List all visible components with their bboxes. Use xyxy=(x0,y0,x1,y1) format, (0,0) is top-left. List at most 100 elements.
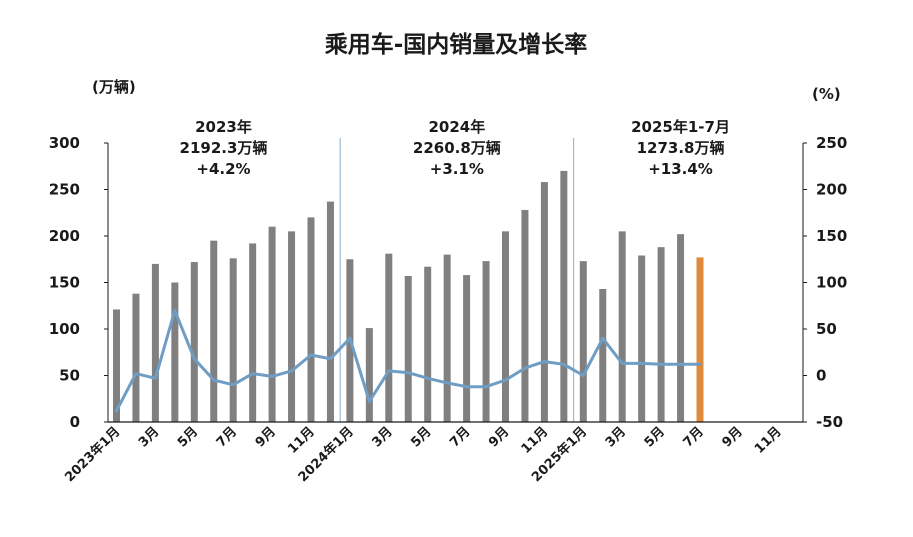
sales-bar-30 xyxy=(696,257,704,422)
sales-bar-23 xyxy=(560,170,568,422)
right-axis-unit: (%) xyxy=(812,85,841,103)
x-tick-label-34: 11月 xyxy=(752,424,785,457)
x-tick-label-10: 11月 xyxy=(285,424,318,457)
sales-bar-13 xyxy=(365,328,373,422)
growth-point-0 xyxy=(115,409,118,413)
growth-point-7 xyxy=(251,372,255,376)
sales-bar-17 xyxy=(443,254,451,422)
growth-point-4 xyxy=(192,357,196,361)
growth-point-1 xyxy=(134,372,138,376)
sales-bar-2 xyxy=(151,263,159,422)
growth-point-3 xyxy=(173,308,177,312)
growth-point-27 xyxy=(640,361,644,365)
sales-bar-6 xyxy=(229,258,237,422)
sales-bar-15 xyxy=(404,275,412,422)
growth-point-24 xyxy=(581,374,585,377)
growth-point-30 xyxy=(698,362,702,366)
x-tick-label-20: 9月 xyxy=(486,424,512,450)
growth-point-20 xyxy=(504,378,507,382)
sales-bar-28 xyxy=(657,247,665,422)
sales-bar-8 xyxy=(268,226,276,422)
chart-title: 乘用车-国内销量及增长率 xyxy=(324,31,588,58)
growth-point-11 xyxy=(328,357,332,361)
growth-point-18 xyxy=(465,385,469,389)
right-tick-label-6: 250 xyxy=(816,134,847,152)
x-tick-label-6: 7月 xyxy=(214,424,240,450)
right-tick-label-2: 50 xyxy=(816,320,837,338)
x-tick-label-32: 9月 xyxy=(720,424,746,450)
sales-bar-20 xyxy=(502,231,509,422)
sales-bar-19 xyxy=(482,261,490,422)
growth-point-13 xyxy=(367,400,371,404)
sales-bar-21 xyxy=(521,209,529,422)
growth-point-28 xyxy=(659,362,663,366)
period-annotation-1-line-1: 2023年 xyxy=(195,118,252,136)
period-annotation-3-line-1: 2025年1-7月 xyxy=(631,118,730,136)
left-tick-label-4: 200 xyxy=(49,227,80,245)
sales-bar-14 xyxy=(385,253,393,422)
x-tick-label-8: 9月 xyxy=(253,424,279,450)
right-tick-label-0: -50 xyxy=(816,413,843,431)
x-tick-label-14: 3月 xyxy=(369,424,395,450)
growth-point-29 xyxy=(679,362,683,366)
growth-point-5 xyxy=(212,378,216,382)
growth-point-16 xyxy=(426,376,430,380)
left-tick-label-3: 150 xyxy=(49,274,80,292)
period-annotation-2-line-2: 2260.8万辆 xyxy=(413,139,501,157)
sales-bar-11 xyxy=(326,201,334,422)
period-annotation-2-line-3: +3.1% xyxy=(430,160,484,178)
sales-bar-22 xyxy=(540,182,548,422)
growth-point-2 xyxy=(153,376,157,380)
sales-bar-5 xyxy=(210,240,218,422)
growth-point-19 xyxy=(484,385,488,389)
sales-bar-3 xyxy=(171,282,179,422)
left-tick-label-0: 0 xyxy=(70,413,80,431)
x-tick-label-4: 5月 xyxy=(175,424,201,450)
growth-point-25 xyxy=(601,336,605,340)
sales-bar-18 xyxy=(463,275,471,422)
growth-point-21 xyxy=(523,366,527,370)
sales-bar-26 xyxy=(618,231,626,422)
growth-point-14 xyxy=(387,369,391,373)
growth-point-23 xyxy=(562,362,566,366)
sales-bar-0 xyxy=(113,309,120,422)
x-tick-label-2: 3月 xyxy=(136,424,162,450)
sales-bar-16 xyxy=(424,266,432,422)
right-tick-label-4: 150 xyxy=(816,227,847,245)
x-tick-label-30: 7月 xyxy=(681,424,707,450)
sales-bar-25 xyxy=(599,289,607,422)
x-tick-label-28: 5月 xyxy=(642,424,668,450)
right-tick-label-1: 0 xyxy=(816,367,826,385)
sales-bar-24 xyxy=(579,261,587,422)
growth-point-22 xyxy=(542,360,546,364)
sales-bar-9 xyxy=(288,231,296,422)
sales-bar-7 xyxy=(249,243,257,422)
left-tick-label-2: 100 xyxy=(49,320,80,338)
period-annotation-1-line-2: 2192.3万辆 xyxy=(180,139,268,157)
growth-point-15 xyxy=(406,371,410,375)
growth-point-26 xyxy=(620,361,624,365)
period-annotation-1-line-3: +4.2% xyxy=(196,160,250,178)
x-tick-label-18: 7月 xyxy=(447,424,473,450)
growth-point-6 xyxy=(231,383,235,387)
left-tick-label-5: 250 xyxy=(49,181,80,199)
right-tick-label-3: 100 xyxy=(816,274,847,292)
sales-bar-1 xyxy=(132,293,140,422)
period-annotation-2-line-1: 2024年 xyxy=(429,118,486,136)
x-tick-label-22: 11月 xyxy=(519,424,552,457)
period-annotation-3-line-2: 1273.8万辆 xyxy=(637,139,725,157)
x-tick-label-26: 3月 xyxy=(603,424,629,450)
sales-bar-27 xyxy=(638,255,646,422)
right-tick-label-5: 200 xyxy=(816,181,847,199)
growth-point-9 xyxy=(290,369,294,373)
left-tick-label-1: 50 xyxy=(59,367,80,385)
growth-point-10 xyxy=(309,353,313,357)
sales-bar-4 xyxy=(190,262,198,422)
x-tick-label-0: 2023年1月 xyxy=(62,424,124,486)
period-annotation-3-line-3: +13.4% xyxy=(648,160,713,178)
x-tick-label-16: 5月 xyxy=(408,424,434,450)
left-axis-unit: (万辆) xyxy=(92,78,136,96)
sales-bar-29 xyxy=(677,234,685,422)
